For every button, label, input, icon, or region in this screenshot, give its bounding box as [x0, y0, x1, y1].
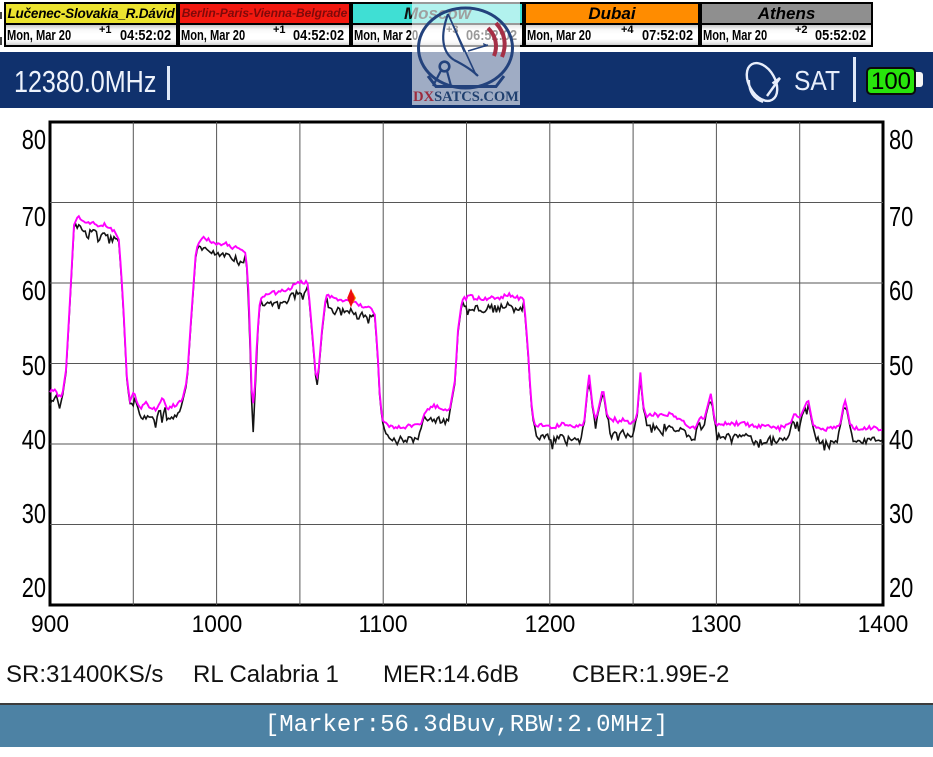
svg-text:DXSATCS.COM: DXSATCS.COM: [413, 89, 519, 105]
